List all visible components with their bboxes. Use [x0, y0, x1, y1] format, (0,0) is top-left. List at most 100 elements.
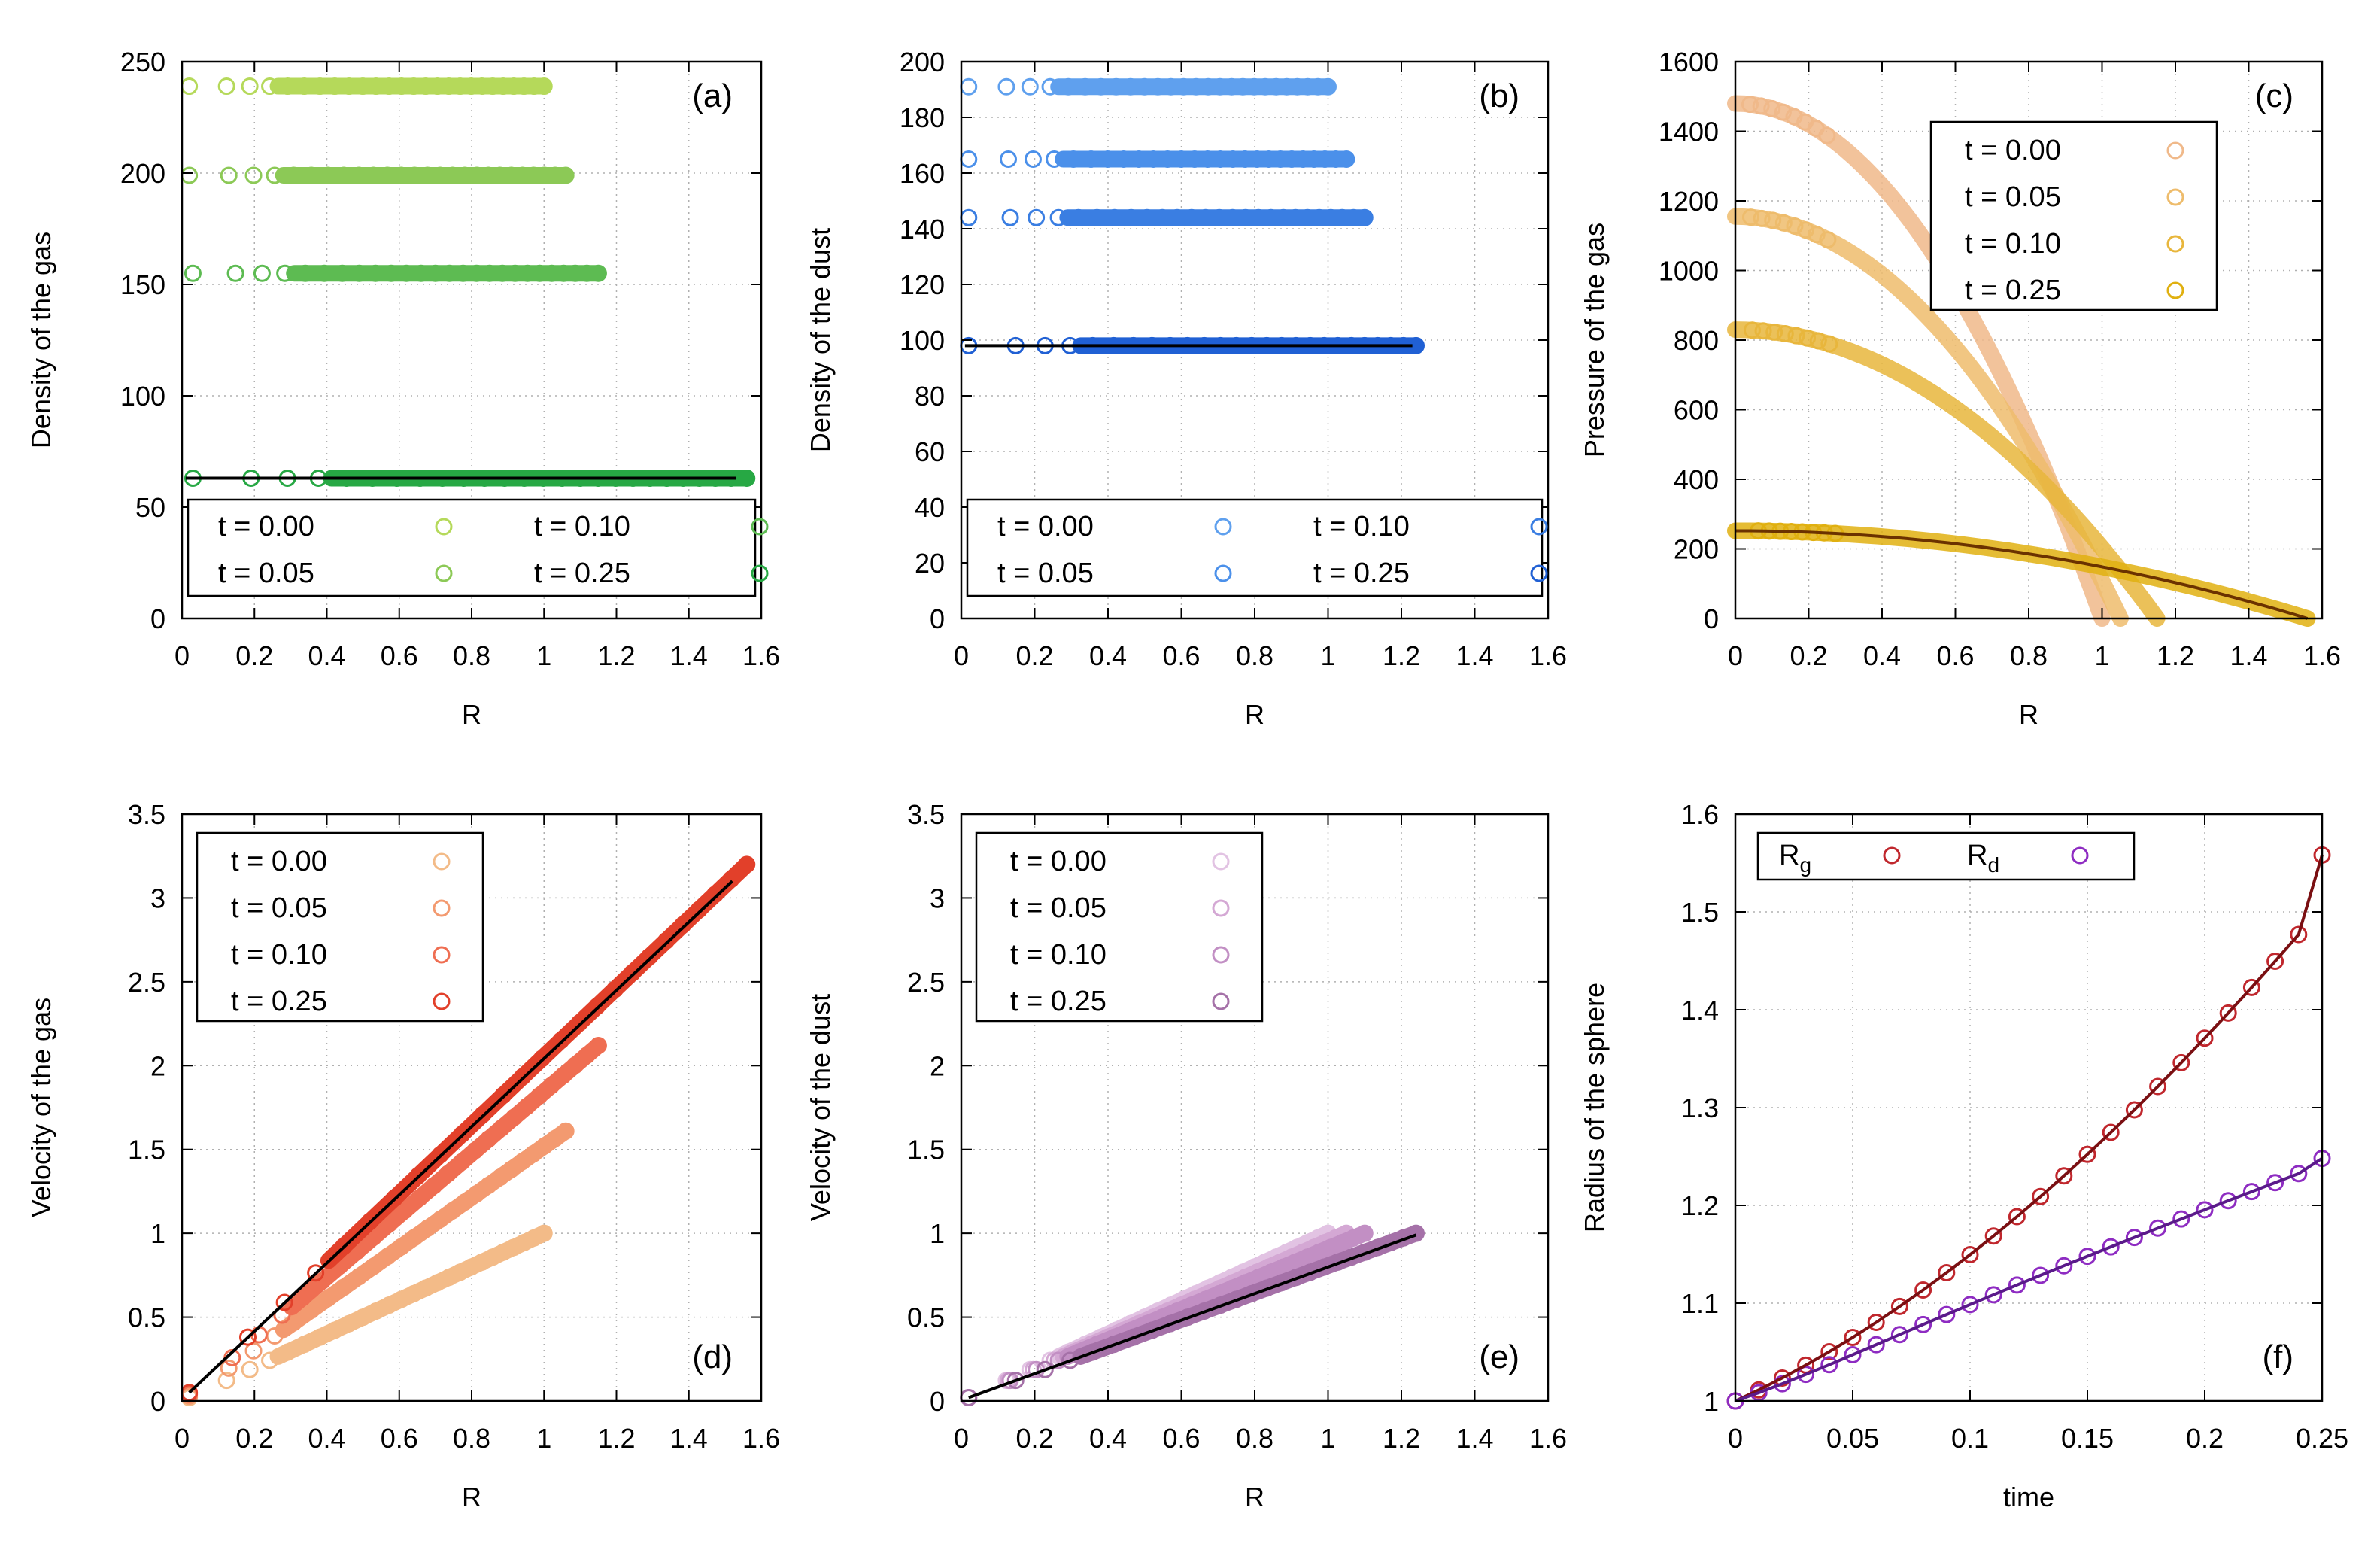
- y-axis-label: Density of the gas: [26, 232, 56, 448]
- legend-marker: [2166, 235, 2184, 253]
- legend-marker: [1530, 564, 1548, 582]
- data-point: [2290, 925, 2308, 944]
- legend-label: t = 0.05: [218, 558, 314, 589]
- reference-line: [188, 880, 733, 1394]
- data-point: [1797, 221, 1815, 239]
- x-tick-label: 1.6: [742, 1423, 780, 1454]
- series-d-2: [181, 1037, 607, 1403]
- y-tick-label: 1.6: [1681, 799, 1719, 830]
- panel-e: 0 0.2 0.4 0.6 0.8 1 1.2 1.4 1.6 0 0.5 1 1.5 2 2.5 3 3.5 R…: [805, 799, 1567, 1512]
- y-tick-label: 20: [915, 548, 945, 579]
- data-point: [217, 1372, 235, 1390]
- legend-label: t = 0.25: [1965, 275, 2061, 306]
- data-point: [181, 166, 199, 184]
- data-point: [1773, 1369, 1791, 1387]
- legend-marker: [751, 564, 769, 582]
- data-point: [181, 77, 199, 96]
- x-tick-label: 1: [1320, 640, 1335, 671]
- dense-data-band: [275, 1123, 575, 1339]
- legend-marker: [1883, 846, 1901, 865]
- y-tick-label: 1.3: [1681, 1093, 1719, 1123]
- x-tick-label: 1.2: [597, 1423, 635, 1454]
- x-tick-label: 1.2: [1383, 640, 1420, 671]
- y-axis-label: Velocity of the gas: [26, 998, 56, 1217]
- y-tick-label: 0.5: [907, 1302, 945, 1333]
- legend-marker: [1212, 899, 1230, 917]
- y-tick-label: 800: [1674, 325, 1719, 356]
- y-tick-label: 1.5: [907, 1135, 945, 1165]
- data-point: [2055, 1257, 2073, 1275]
- x-tick-label: 0.2: [235, 1423, 273, 1454]
- y-tick-label: 3.5: [907, 799, 945, 830]
- y-tick-label: 1600: [1659, 47, 1719, 77]
- legend-label: t = 0.00: [218, 511, 314, 542]
- data-point: [960, 150, 978, 168]
- legend-label: t = 0.25: [534, 558, 630, 589]
- legend-box: [966, 498, 1544, 597]
- data-point: [1753, 209, 1771, 227]
- legend-marker: [2166, 188, 2184, 206]
- x-tick-label: 0.25: [2296, 1423, 2348, 1454]
- data-point: [1000, 150, 1018, 168]
- legend-marker: [1212, 946, 1230, 964]
- legend-label: t = 0.25: [1313, 558, 1410, 589]
- legend-label: t = 0.10: [534, 511, 630, 542]
- y-tick-label: 0: [930, 603, 945, 634]
- x-tick-label: 0: [175, 1423, 190, 1454]
- y-tick-label: 2.5: [907, 967, 945, 998]
- x-tick-label: 0.8: [1236, 640, 1273, 671]
- x-axis-label: R: [1245, 1482, 1264, 1512]
- x-tick-label: 0.4: [1089, 1423, 1127, 1454]
- x-tick-label: 1.2: [2157, 640, 2194, 671]
- data-point: [1914, 1315, 1932, 1333]
- x-axis-label: R: [2019, 699, 2038, 730]
- legend-marker: [1214, 564, 1232, 582]
- y-tick-label: 80: [915, 381, 945, 412]
- reference-line: [968, 1233, 1417, 1399]
- data-point: [1765, 323, 1783, 341]
- data-point: [217, 77, 235, 96]
- data-point: [273, 1306, 291, 1324]
- x-tick-label: 1: [1320, 1423, 1335, 1454]
- y-tick-label: 0: [150, 603, 165, 634]
- legend-label: t = 0.10: [231, 939, 327, 971]
- dense-data-band: [283, 1037, 607, 1316]
- x-tick-label: 0: [1728, 1423, 1743, 1454]
- panel-a: 0 0.2 0.4 0.6 0.8 1 1.2 1.4 1.6 0 50 100 150 200 250 R D…: [26, 47, 780, 730]
- data-point: [2219, 1192, 2237, 1210]
- data-point: [1787, 327, 1805, 345]
- y-tick-label: 3.5: [128, 799, 165, 830]
- legend-label: t = 0.25: [231, 986, 327, 1017]
- data-point: [2196, 1029, 2214, 1047]
- data-point: [1021, 77, 1039, 96]
- reference-line: [1735, 529, 2309, 620]
- legend-box: [187, 498, 757, 597]
- y-tick-label: 100: [900, 325, 945, 356]
- data-point: [238, 1328, 257, 1346]
- x-tick-label: 1.6: [2303, 640, 2341, 671]
- x-tick-label: 1.6: [742, 640, 780, 671]
- x-tick-label: 0.4: [308, 1423, 345, 1454]
- panel-label: (e): [1479, 1339, 1519, 1375]
- legend-label: t = 0.05: [231, 892, 327, 924]
- y-tick-label: 200: [1674, 534, 1719, 565]
- legend-label: t = 0.05: [997, 558, 1094, 589]
- data-point: [1024, 150, 1042, 168]
- data-point: [1914, 1281, 1932, 1299]
- data-point: [1890, 1326, 1908, 1344]
- y-tick-label: 50: [135, 492, 165, 523]
- data-point: [1763, 99, 1781, 117]
- dense-data-band: [269, 1225, 553, 1365]
- y-tick-label: 40: [915, 492, 945, 523]
- y-tick-label: 0: [150, 1386, 165, 1417]
- x-tick-label: 0.2: [2186, 1423, 2224, 1454]
- legend-marker: [2166, 281, 2184, 299]
- data-point: [184, 264, 202, 282]
- data-point: [2149, 1077, 2167, 1096]
- x-tick-label: 1: [536, 640, 551, 671]
- x-tick-label: 0: [954, 640, 969, 671]
- dense-data-band: [1727, 522, 2316, 627]
- data-point: [1752, 97, 1770, 115]
- data-point: [2196, 1201, 2214, 1219]
- x-tick-label: 1.6: [1529, 1423, 1567, 1454]
